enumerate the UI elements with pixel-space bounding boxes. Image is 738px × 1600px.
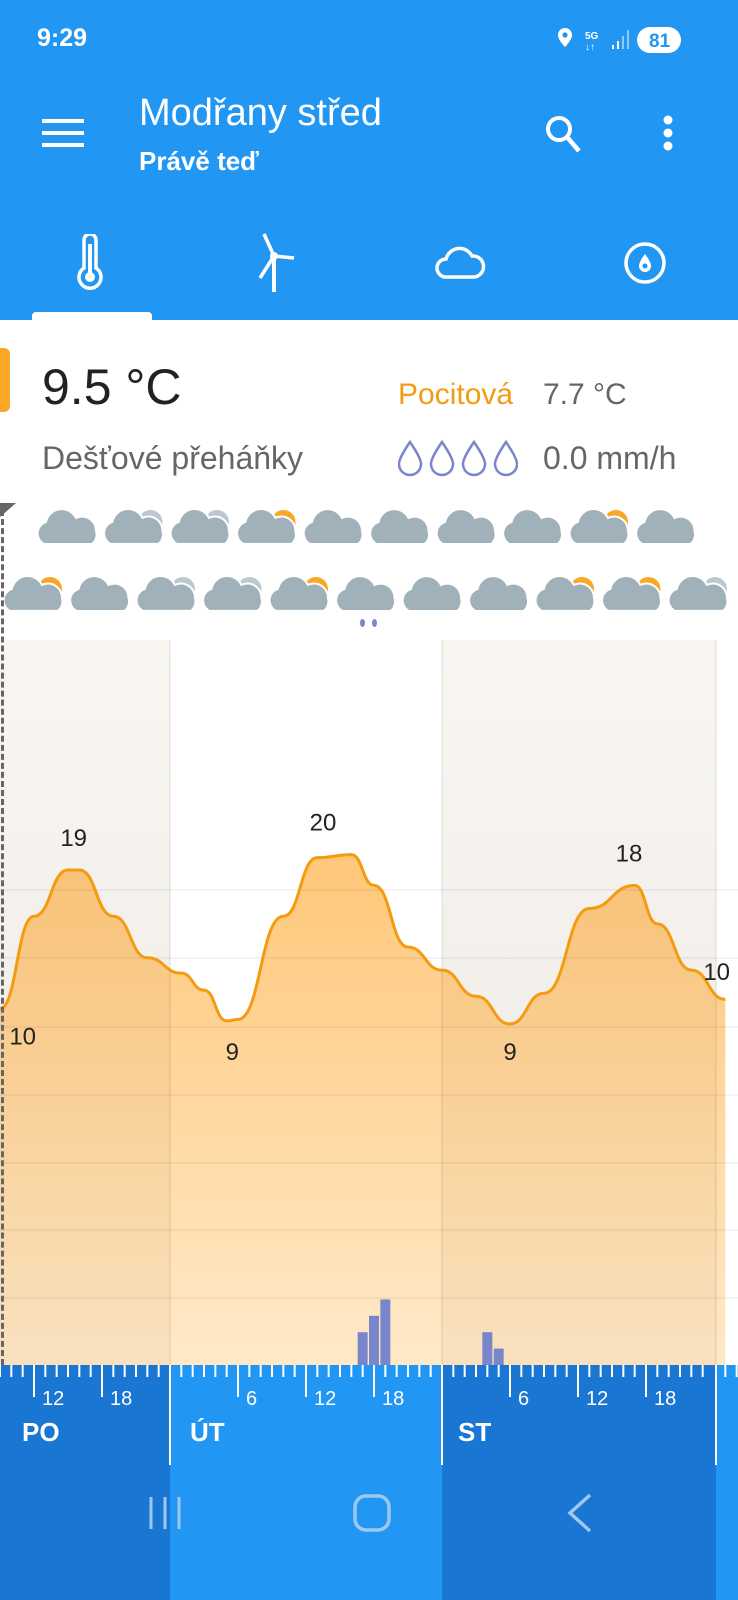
current-condition: Dešťové přeháňky <box>42 440 304 476</box>
tab-temperature[interactable] <box>72 234 108 290</box>
day-shade <box>0 640 170 1365</box>
day-segment <box>716 1365 738 1465</box>
day-label-2[interactable]: ST <box>458 1417 491 1447</box>
precip-bar <box>482 1332 493 1365</box>
cloud-icon <box>502 508 563 545</box>
hour-label: 12 <box>586 1388 608 1410</box>
cloud-moon-icon <box>169 508 231 545</box>
location-icon <box>558 28 572 47</box>
day-segment <box>0 1365 170 1465</box>
drop-icon <box>429 439 455 477</box>
cloud-sun-icon <box>2 575 64 612</box>
selected-tab-indicator <box>32 312 152 320</box>
precip-drops-icon <box>398 439 518 477</box>
timeline-axis[interactable]: 12 18 6 12 18 6 12 18 PO ÚT ST <box>0 1365 738 1465</box>
system-nav-bar <box>0 1465 738 1600</box>
current-temperature: 9.5 °C <box>42 359 182 415</box>
precipitation-value: 0.0 mm/h <box>543 440 677 476</box>
temperature-label: 9 <box>503 1039 516 1066</box>
temperature-label: 18 <box>616 840 643 867</box>
location-title[interactable]: Modřany střed <box>139 92 382 134</box>
temperature-area <box>0 854 726 1365</box>
battery-icon: 81 <box>637 27 681 53</box>
temperature-chart[interactable]: 19 10 9 20 9 18 10 <box>0 640 738 1365</box>
day-label-0[interactable]: PO <box>22 1417 60 1447</box>
svg-text:5G: 5G <box>585 31 599 42</box>
precip-bar <box>380 1299 391 1365</box>
forecast-icons <box>2 508 729 627</box>
cloud-sun-icon <box>568 508 630 545</box>
more-icon[interactable] <box>660 114 676 156</box>
back-icon[interactable] <box>567 1493 592 1533</box>
day-shade <box>442 640 716 1365</box>
drop-icon <box>398 439 423 477</box>
cloud-moon-icon <box>103 508 164 545</box>
hour-label: 12 <box>314 1388 336 1410</box>
hour-label: 6 <box>518 1388 529 1410</box>
feels-like-label: Pocitová <box>398 378 514 411</box>
hour-label: 18 <box>654 1388 676 1410</box>
hour-label: 6 <box>246 1388 257 1410</box>
temperature-label: 10 <box>9 1024 36 1051</box>
cloud-sun-icon <box>601 575 662 612</box>
precip-bar <box>357 1332 368 1365</box>
day-label-1[interactable]: ÚT <box>190 1417 225 1447</box>
temperature-label: 9 <box>226 1039 239 1066</box>
cloud-moon-icon <box>202 575 263 612</box>
status-icons: 5G↓↑ 81 <box>558 27 681 53</box>
cloud-moon-icon <box>667 575 729 612</box>
rain-icon <box>335 575 396 627</box>
drop-icon <box>493 439 518 477</box>
menu-icon[interactable] <box>42 117 86 149</box>
app-header: 9:29 5G ↓↑ 81 Modřany střed Právě teď <box>0 0 738 320</box>
svg-text:↓↑: ↓↑ <box>585 42 595 53</box>
hour-label: 18 <box>110 1388 132 1410</box>
hour-label: 12 <box>42 1388 64 1410</box>
status-time: 9:29 <box>37 24 88 52</box>
temperature-label: 10 <box>703 959 730 986</box>
5g-icon: 5G↓↑ <box>585 31 599 53</box>
temperature-line <box>0 853 726 1026</box>
precip-bar <box>493 1348 504 1365</box>
current-time-handle[interactable] <box>0 503 16 517</box>
current-time-line <box>1 510 4 1365</box>
drop-icon <box>461 439 487 477</box>
temperature-label: 19 <box>60 825 87 852</box>
tab-pressure[interactable] <box>622 240 668 286</box>
cloud-icon <box>635 508 696 545</box>
search-icon[interactable] <box>544 114 584 156</box>
cloud-moon-icon <box>135 575 197 612</box>
temperature-label: 20 <box>310 810 337 837</box>
cloud-icon <box>468 575 529 612</box>
cloud-sun-icon <box>268 575 330 612</box>
recents-icon[interactable] <box>149 1497 181 1529</box>
time-subtitle: Právě teď <box>139 146 259 176</box>
feels-like-value: 7.7 °C <box>543 378 627 411</box>
cloud-sun-icon <box>534 575 596 612</box>
cloud-icon <box>36 508 98 545</box>
cloud-icon <box>69 575 130 612</box>
cloud-icon <box>302 508 364 545</box>
precip-bar <box>369 1315 379 1365</box>
tab-clouds[interactable] <box>434 245 486 281</box>
cloud-sun-icon <box>236 508 297 545</box>
hour-label: 18 <box>382 1388 404 1410</box>
tab-wind[interactable] <box>250 232 300 294</box>
svg-text:81: 81 <box>649 31 671 52</box>
current-marker <box>0 348 10 412</box>
signal-icon <box>612 30 629 49</box>
cloud-icon <box>435 508 497 545</box>
cloud-icon <box>369 508 430 545</box>
cloud-icon <box>401 575 463 612</box>
home-icon[interactable] <box>353 1494 391 1532</box>
